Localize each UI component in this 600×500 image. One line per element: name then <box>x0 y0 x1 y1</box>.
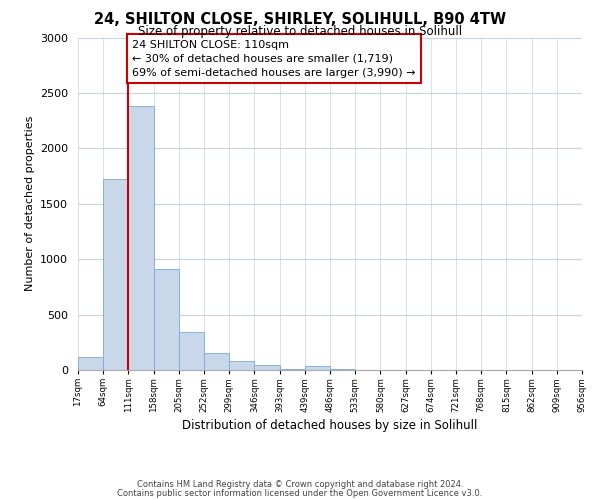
Text: 24 SHILTON CLOSE: 110sqm
← 30% of detached houses are smaller (1,719)
69% of sem: 24 SHILTON CLOSE: 110sqm ← 30% of detach… <box>132 40 416 78</box>
Bar <box>305 366 330 370</box>
Bar <box>128 106 154 370</box>
X-axis label: Distribution of detached houses by size in Solihull: Distribution of detached houses by size … <box>182 419 478 432</box>
Y-axis label: Number of detached properties: Number of detached properties <box>25 116 35 292</box>
Bar <box>254 365 280 370</box>
Bar <box>229 361 254 370</box>
Text: 24, SHILTON CLOSE, SHIRLEY, SOLIHULL, B90 4TW: 24, SHILTON CLOSE, SHIRLEY, SOLIHULL, B9… <box>94 12 506 28</box>
Bar <box>78 356 103 370</box>
Text: Size of property relative to detached houses in Solihull: Size of property relative to detached ho… <box>138 25 462 38</box>
Bar <box>204 353 229 370</box>
Bar <box>154 269 179 370</box>
Text: Contains HM Land Registry data © Crown copyright and database right 2024.: Contains HM Land Registry data © Crown c… <box>137 480 463 489</box>
Text: Contains public sector information licensed under the Open Government Licence v3: Contains public sector information licen… <box>118 488 482 498</box>
Bar <box>179 332 204 370</box>
Bar <box>103 180 128 370</box>
